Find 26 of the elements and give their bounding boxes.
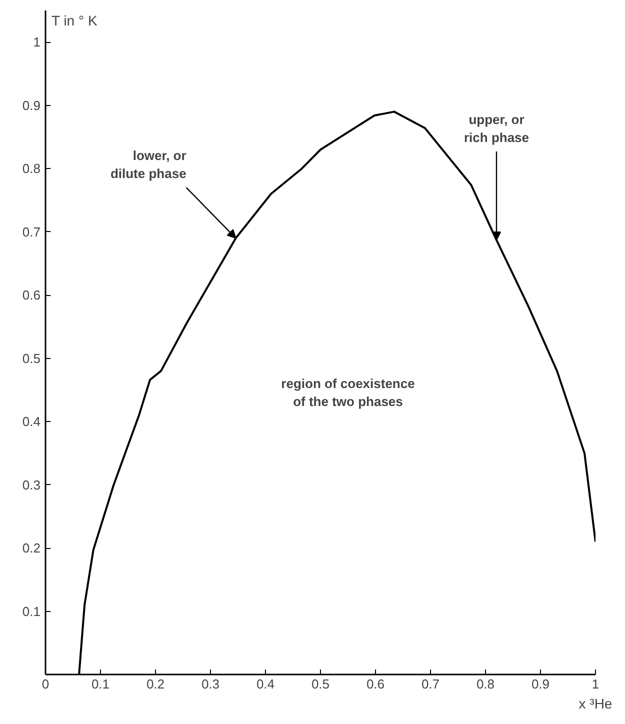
- y-tick-label: 0.5: [22, 350, 41, 366]
- y-tick-label: 0.8: [22, 161, 41, 176]
- x-tick-label: 0.4: [256, 676, 275, 692]
- x-tick-label: 0.8: [476, 676, 495, 692]
- x-tick-label: 0.9: [531, 676, 550, 692]
- y-tick-label: 0.6: [22, 288, 41, 303]
- x-tick-label: 0.6: [366, 676, 385, 692]
- x-tick-label: 0.7: [421, 676, 440, 692]
- x-tick-label: 0.2: [146, 676, 165, 692]
- y-tick-label: 0.3: [22, 477, 41, 492]
- y-tick-label: 0.1: [22, 604, 41, 619]
- x-tick-label: 1: [592, 676, 600, 692]
- x-tick-label: 0: [42, 676, 50, 692]
- y-tick-label: 0.7: [22, 224, 41, 240]
- annotation: region of coexistence of the two phases: [281, 376, 415, 409]
- x-tick-label: 0.5: [311, 676, 330, 692]
- y-tick-label: 0.4: [22, 414, 41, 430]
- y-tick-label: 1: [33, 34, 41, 50]
- y-tick-label: 0.2: [22, 540, 41, 556]
- y-tick-label: 0.9: [22, 98, 41, 113]
- x-tick-label: 0.1: [91, 676, 110, 692]
- annotation: upper, or rich phase: [464, 112, 530, 146]
- y-axis-title: T in ° K: [52, 12, 98, 28]
- x-axis-title: x ³He: [578, 696, 612, 712]
- x-tick-label: 0.3: [201, 676, 220, 692]
- annotation: lower, or dilute phase: [110, 148, 186, 182]
